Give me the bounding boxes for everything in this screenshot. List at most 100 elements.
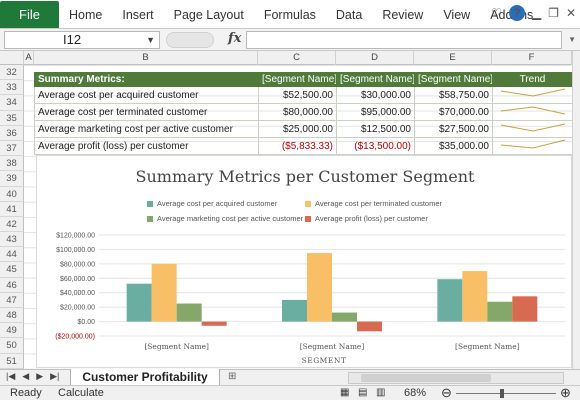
bar[interactable] [357,321,382,332]
row-header[interactable]: 35 [0,110,24,126]
row-header[interactable]: 34 [0,95,24,111]
sparkline-cell[interactable] [492,103,573,122]
bar[interactable] [487,301,513,322]
column-header[interactable]: E [414,51,492,65]
file-tab[interactable]: File [0,1,59,28]
collapse-ribbon-icon[interactable]: ♡ [491,6,502,20]
page-break-view-icon[interactable]: ▥ [376,387,386,398]
insert-function-icon[interactable]: fx [228,31,242,46]
horizontal-scrollbar[interactable] [348,372,564,384]
segment-header[interactable]: [Segment Name] [336,71,415,88]
metric-value[interactable]: $35,000.00 [414,137,493,156]
row-header[interactable]: 48 [0,308,24,324]
formula-buttons[interactable] [166,32,214,48]
bar[interactable] [307,253,332,322]
page-layout-view-icon[interactable]: ▤ [358,387,368,398]
bar[interactable] [126,283,152,322]
help-icon[interactable]: ? [508,5,525,21]
restore-icon[interactable]: ❐ [548,6,559,20]
chart-title[interactable]: Summary Metrics per Customer Segment [135,167,475,186]
bar[interactable] [437,279,463,322]
metric-label[interactable]: Average cost per terminated customer [34,103,259,122]
row-header[interactable]: 50 [0,338,24,354]
bar[interactable] [151,263,177,322]
tab-insert[interactable]: Insert [122,7,154,22]
row-header[interactable]: 33 [0,80,24,96]
metric-value[interactable]: $95,000.00 [336,103,415,122]
zoom-out-icon[interactable]: ⊖ [441,385,452,400]
minimize-icon[interactable]: ▁ [531,6,542,20]
zoom-slider[interactable] [456,393,556,394]
last-sheet-icon[interactable]: ▶| [50,371,60,381]
row-header[interactable]: 38 [0,156,24,172]
metric-value[interactable]: $80,000.00 [258,103,337,122]
tab-data[interactable]: Data [335,7,363,22]
metric-value[interactable]: $52,500.00 [258,86,337,105]
row-header[interactable]: 47 [0,292,24,308]
bar[interactable] [512,296,538,322]
row-header[interactable]: 49 [0,323,24,339]
chart-area[interactable]: Summary Metrics per Customer Segment Ave… [36,155,572,368]
tab-home[interactable]: Home [69,7,103,22]
row-header[interactable]: 37 [0,140,24,157]
trend-header[interactable]: Trend [492,71,573,88]
column-header[interactable]: A [24,51,34,65]
metric-value[interactable]: $58,750.00 [414,86,493,105]
column-header[interactable]: C [258,51,336,65]
prev-sheet-icon[interactable]: ◀ [22,371,30,381]
vertical-scrollbar[interactable] [572,51,580,369]
segment-header[interactable]: [Segment Name] [414,71,493,88]
metric-value[interactable]: ($13,500.00) [336,137,415,156]
row-header[interactable]: 45 [0,262,24,278]
normal-view-icon[interactable]: ▦ [340,387,350,398]
tab-page-layout[interactable]: Page Layout [173,7,244,22]
bar[interactable] [462,271,488,322]
segment-header[interactable]: [Segment Name] [258,71,337,88]
next-sheet-icon[interactable]: ▶ [36,371,44,381]
row-header[interactable]: 32 [0,65,24,81]
tab-formulas[interactable]: Formulas [263,7,316,22]
summary-header-label[interactable]: Summary Metrics: [34,71,259,88]
sheet-tab-customer-profitability[interactable]: Customer Profitability [70,369,220,386]
scroll-thumb[interactable] [361,374,491,382]
x-axis-title[interactable]: SEGMENT [302,356,347,365]
row-header[interactable]: 42 [0,216,24,233]
sparkline-cell[interactable] [492,86,573,105]
expand-formula-icon[interactable]: ▼ [568,35,576,44]
tab-view[interactable]: View [443,7,471,22]
zoom-in-icon[interactable]: ⊕ [560,385,571,400]
column-header[interactable]: F [492,51,572,65]
column-header[interactable]: B [34,51,258,65]
chevron-down-icon[interactable]: ▼ [146,35,155,45]
metric-label[interactable]: Average profit (loss) per customer [34,137,259,156]
status-calculate[interactable]: Calculate [58,387,104,399]
close-icon[interactable]: ✕ [565,6,576,20]
row-header[interactable]: 41 [0,201,24,217]
formula-input[interactable] [246,31,562,49]
row-header[interactable]: 46 [0,277,24,293]
metric-value[interactable]: $30,000.00 [336,86,415,105]
row-header[interactable]: 44 [0,247,24,263]
row-header[interactable]: 43 [0,232,24,248]
bar[interactable] [332,312,357,322]
zoom-level[interactable]: 68% [404,387,427,399]
metric-value[interactable]: $12,500.00 [336,120,415,139]
first-sheet-icon[interactable]: |◀ [6,371,16,381]
sparkline-cell[interactable] [492,137,573,156]
row-header[interactable]: 36 [0,125,24,141]
new-sheet-icon[interactable]: ⊞ [228,371,237,382]
select-all-corner[interactable] [0,51,24,65]
bar[interactable] [176,303,202,322]
name-box[interactable]: I12 ▼ [4,31,160,49]
column-header[interactable]: D [336,51,414,65]
metric-label[interactable]: Average marketing cost per active custom… [34,120,259,139]
row-header[interactable]: 39 [0,171,24,187]
metric-value[interactable]: $27,500.00 [414,120,493,139]
metric-value[interactable]: ($5,833.33) [258,137,337,156]
tab-review[interactable]: Review [382,7,424,22]
sparkline-cell[interactable] [492,120,573,139]
bar[interactable] [201,321,227,326]
metric-label[interactable]: Average cost per acquired customer [34,86,259,105]
metric-value[interactable]: $70,000.00 [414,103,493,122]
row-header[interactable]: 40 [0,186,24,202]
